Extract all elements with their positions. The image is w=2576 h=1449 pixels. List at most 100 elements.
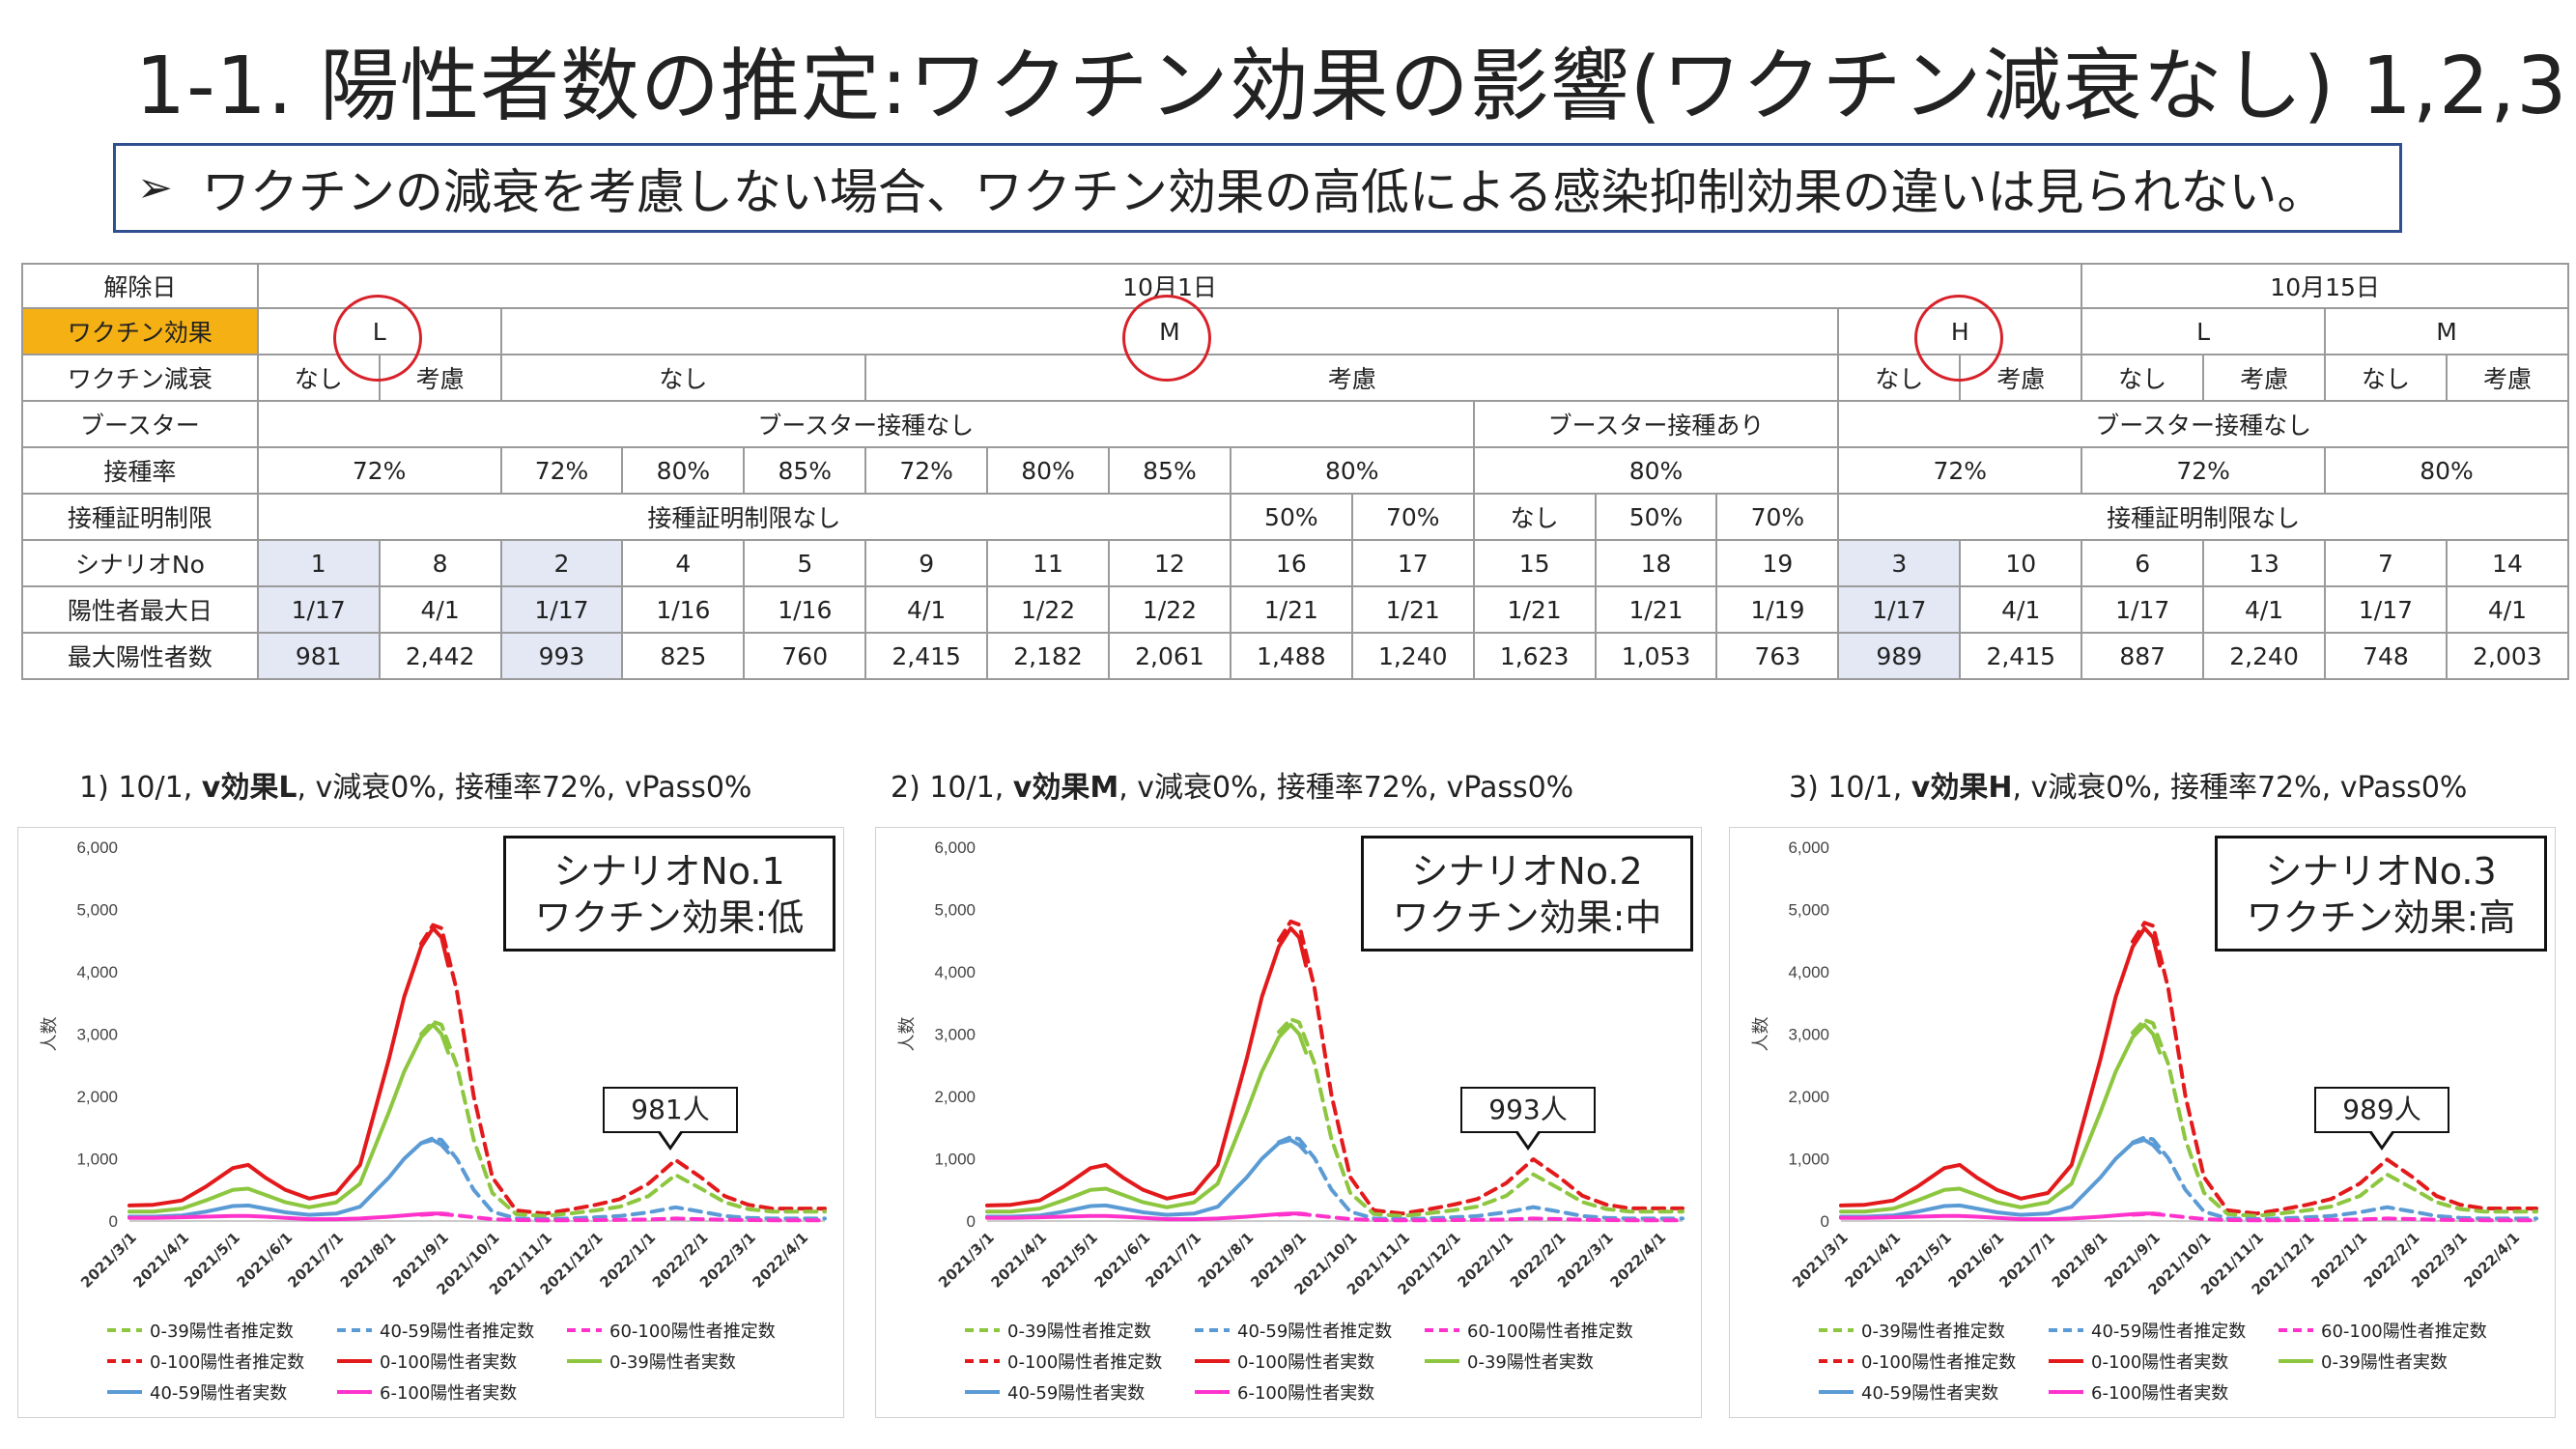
- legend-label: 40-59陽性者実数: [1861, 1379, 1998, 1405]
- scenario-cell: 6: [2081, 540, 2203, 586]
- highlight-circle-m: [1122, 295, 1211, 382]
- scenario-label-box: シナリオNo.1 ワクチン効果:低: [503, 836, 835, 952]
- legend-swatch-icon: [2277, 1356, 2315, 1366]
- decay-cell: 考慮: [2203, 355, 2325, 401]
- scenario-cell: 17: [1352, 540, 1474, 586]
- legend-label: 0-100陽性者実数: [380, 1349, 517, 1374]
- peak-cell: 4/1: [1960, 586, 2081, 633]
- peak-cell: 1/21: [1231, 586, 1352, 633]
- max-cell: 1,053: [1596, 633, 1717, 679]
- chart-panel: 0 1,000 2,000 3,000 4,000 5,000 6,000 人数 2021/3/…: [1729, 827, 2556, 1418]
- legend-item: 0-100陽性者実数: [335, 1349, 557, 1374]
- legend-item: 40-59陽性者推定数: [1193, 1318, 1415, 1343]
- rate-cell: 72%: [2081, 447, 2325, 494]
- legend-label: 0-39陽性者推定数: [1007, 1318, 1151, 1343]
- series-line: [129, 1140, 448, 1216]
- peak-callout: 989人: [2314, 1087, 2449, 1133]
- legend-item: 6-100陽性者実数: [335, 1379, 557, 1405]
- legend-label: 40-59陽性者推定数: [1237, 1318, 1392, 1343]
- y-tick-label: 4,000: [1788, 963, 1829, 981]
- legend-swatch-icon: [335, 1325, 374, 1335]
- series-line: [129, 1025, 448, 1212]
- legend-label: 6-100陽性者実数: [1237, 1379, 1374, 1405]
- rate-cell: 85%: [744, 447, 865, 494]
- max-cell: 989: [1838, 633, 1960, 679]
- legend-item: 0-100陽性者推定数: [963, 1349, 1185, 1374]
- max-cell: 2,061: [1109, 633, 1231, 679]
- y-tick-label: 3,000: [934, 1026, 976, 1044]
- scenario-label-line1: シナリオNo.3: [2218, 848, 2544, 895]
- legend-swatch-icon: [2277, 1325, 2315, 1335]
- scenario-cell: 2: [501, 540, 623, 586]
- decay-cell: 考慮: [865, 355, 1838, 401]
- y-tick-label: 6,000: [934, 838, 976, 857]
- peak-cell: 1/21: [1474, 586, 1596, 633]
- y-tick-label: 1,000: [934, 1151, 976, 1169]
- y-tick-label: 5,000: [76, 901, 118, 920]
- effect-cell: M: [2325, 308, 2568, 355]
- rate-cell: 80%: [2325, 447, 2568, 494]
- chart-legend: 0-39陽性者推定数 40-59陽性者推定数 60-100陽性者推定数 0-100陽性…: [105, 1315, 839, 1407]
- scenario-cell: 3: [1838, 540, 1960, 586]
- scenario-cell: 8: [380, 540, 501, 586]
- highlight-circle-h: [1914, 295, 2003, 382]
- x-tick-label: 2021/5/1: [1892, 1229, 1955, 1292]
- scenario-cell: 16: [1231, 540, 1352, 586]
- decay-cell: なし: [2081, 355, 2203, 401]
- booster-cell: ブースター接種なし: [258, 401, 1474, 447]
- legend-label: 0-39陽性者実数: [1467, 1349, 1594, 1374]
- legend-swatch-icon: [963, 1387, 1002, 1397]
- scenario-cell: 12: [1109, 540, 1231, 586]
- legend-label: 6-100陽性者実数: [380, 1379, 517, 1405]
- legend-swatch-icon: [1817, 1356, 1855, 1366]
- row-label-scenario-no: シナリオNo: [22, 540, 258, 586]
- table-row-vpass: 接種証明制限 接種証明制限なし 50% 70% なし 50% 70% 接種証明制…: [22, 494, 2568, 540]
- x-tick-label: 2022/1/1: [596, 1229, 659, 1292]
- y-tick-label: 6,000: [1788, 838, 1829, 857]
- scenario-cell: 9: [865, 540, 987, 586]
- legend-item: 40-59陽性者推定数: [2047, 1318, 2269, 1343]
- scenario-cell: 10: [1960, 540, 2081, 586]
- rate-cell: 72%: [1838, 447, 2081, 494]
- rate-cell: 72%: [865, 447, 987, 494]
- max-cell: 2,415: [1960, 633, 2081, 679]
- decay-cell: なし: [2325, 355, 2447, 401]
- y-tick-label: 5,000: [1788, 901, 1829, 920]
- vpass-cell: 50%: [1596, 494, 1717, 540]
- legend-swatch-icon: [565, 1325, 604, 1335]
- max-cell: 993: [501, 633, 623, 679]
- peak-cell: 1/22: [1109, 586, 1231, 633]
- x-tick-label: 2021/3/1: [935, 1229, 998, 1292]
- panel-caption: 2) 10/1, v効果M, v減衰0%, 接種率72%, vPass0%: [891, 763, 1573, 806]
- chart-legend: 0-39陽性者推定数 40-59陽性者推定数 60-100陽性者推定数 0-100陽性…: [1817, 1315, 2551, 1407]
- max-cell: 887: [2081, 633, 2203, 679]
- legend-item: 40-59陽性者推定数: [335, 1318, 557, 1343]
- scenario-cell: 15: [1474, 540, 1596, 586]
- effect-cell: L: [2081, 308, 2325, 355]
- legend-item: 0-39陽性者実数: [565, 1349, 787, 1374]
- y-tick-label: 4,000: [76, 963, 118, 981]
- x-tick-label: 2022/4/1: [2460, 1229, 2523, 1292]
- series-line: [1841, 1140, 2160, 1216]
- legend-label: 0-100陽性者実数: [2091, 1349, 2228, 1374]
- max-cell: 2,415: [865, 633, 987, 679]
- row-label-vaccine-effect: ワクチン効果: [22, 308, 258, 355]
- vpass-cell: 接種証明制限なし: [258, 494, 1231, 540]
- legend-swatch-icon: [1817, 1387, 1855, 1397]
- legend-item: 40-59陽性者実数: [963, 1379, 1185, 1405]
- vpass-cell: なし: [1474, 494, 1596, 540]
- rate-cell: 80%: [1474, 447, 1839, 494]
- page-title: 1-1. 陽性者数の推定:ワクチン効果の影響(ワクチン減衰なし) 1,2,3: [135, 21, 2567, 136]
- table-row-max: 最大陽性者数 981 2,442 993 825 760 2,415 2,182…: [22, 633, 2568, 679]
- peak-cell: 4/1: [380, 586, 501, 633]
- table-row-rate: 接種率 72% 72% 80% 85% 72% 80% 85% 80% 80% …: [22, 447, 2568, 494]
- scenario-cell: 4: [622, 540, 744, 586]
- table-row-booster: ブースター ブースター接種なし ブースター接種あり ブースター接種なし: [22, 401, 2568, 447]
- x-tick-label: 2021/5/1: [181, 1229, 243, 1292]
- y-tick-label: 2,000: [934, 1088, 976, 1106]
- y-tick-label: 1,000: [76, 1151, 118, 1169]
- row-label-vax-rate: 接種率: [22, 447, 258, 494]
- legend-item: 60-100陽性者推定数: [565, 1318, 787, 1343]
- peak-cell: 1/22: [987, 586, 1109, 633]
- x-tick-label: 2021/8/1: [337, 1229, 400, 1292]
